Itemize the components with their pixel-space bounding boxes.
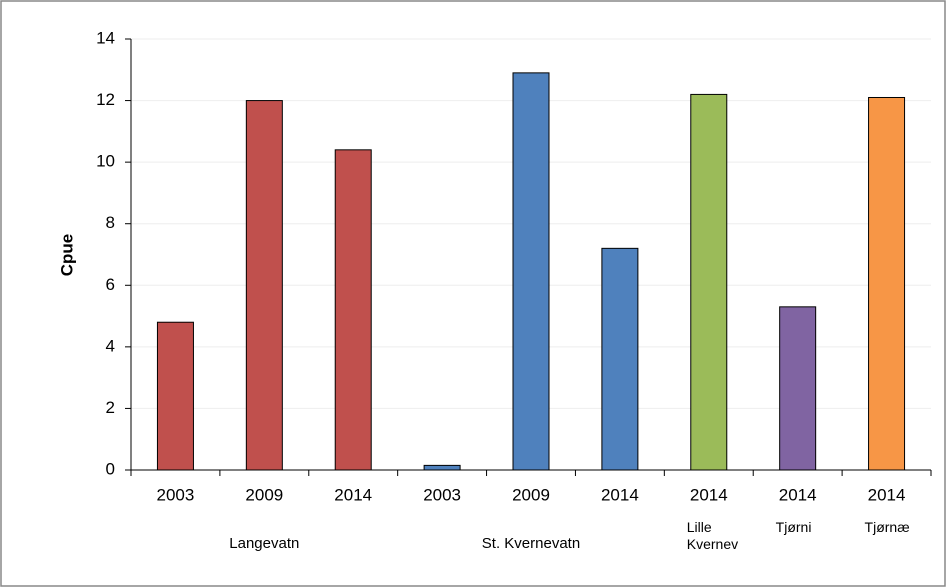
- bar: [690, 93, 728, 471]
- bar: [156, 321, 194, 471]
- bar: [423, 464, 461, 471]
- y-tick-label: 14: [96, 28, 115, 47]
- group-label: Tjørni: [775, 519, 812, 535]
- group-label: Tjørnæ: [864, 519, 910, 535]
- x-tick-label: 2003: [423, 485, 461, 504]
- bar: [245, 100, 283, 471]
- bar: [601, 247, 639, 471]
- x-tick-label: 2014: [690, 485, 728, 504]
- x-tick-label: 2009: [512, 485, 550, 504]
- bar: [779, 306, 817, 471]
- group-label: Lille Kvernev: [686, 519, 739, 552]
- y-tick-label: 10: [96, 152, 115, 171]
- y-tick-label: 12: [96, 90, 115, 109]
- x-tick-label: 2009: [245, 485, 283, 504]
- y-tick-label: 0: [106, 459, 115, 478]
- bar: [512, 72, 550, 471]
- x-tick-label: 2014: [601, 485, 639, 504]
- x-tick-label: 2014: [334, 485, 372, 504]
- x-tick-label: 2003: [157, 485, 195, 504]
- y-tick-label: 8: [106, 213, 115, 232]
- y-axis-label: Cpue: [57, 234, 76, 277]
- y-tick-label: 2: [106, 398, 115, 417]
- group-label: St. Kvernevatn: [481, 535, 581, 552]
- y-tick-label: 6: [106, 275, 115, 294]
- y-tick-label: 4: [106, 336, 115, 355]
- group-label: Langevatn: [229, 535, 300, 552]
- bar: [868, 96, 906, 471]
- x-tick-label: 2014: [868, 485, 906, 504]
- bar: [334, 149, 372, 471]
- x-tick-label: 2014: [779, 485, 817, 504]
